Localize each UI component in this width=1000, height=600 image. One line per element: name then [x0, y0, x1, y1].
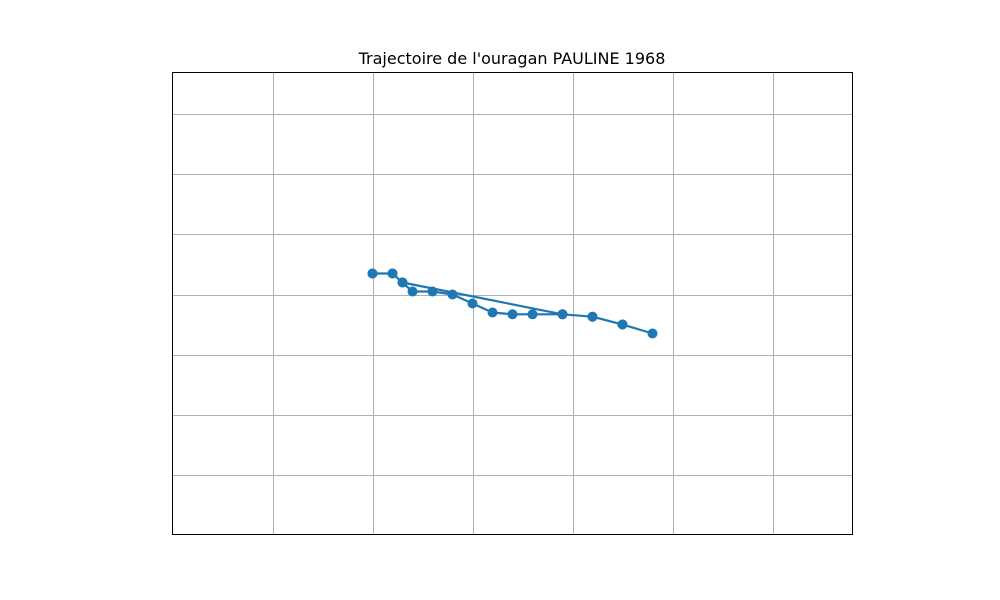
track-point-15: [587, 311, 598, 322]
track-point-6: [467, 298, 478, 309]
series-layer: [367, 268, 658, 339]
track-point-5: [447, 289, 458, 300]
track-point-14: [617, 319, 628, 330]
track-point-7: [487, 307, 498, 318]
track-point-13: [647, 328, 658, 339]
axes-frame: [172, 72, 853, 535]
track-point-3: [407, 286, 418, 297]
track-point-9: [527, 309, 538, 320]
grid-layer: [172, 72, 853, 535]
track-point-16: [557, 309, 568, 320]
track-point-19: [367, 268, 378, 279]
chart-title: Trajectoire de l'ouragan PAULINE 1968: [358, 49, 666, 68]
track-point-18: [387, 268, 398, 279]
track-point-8: [507, 309, 518, 320]
track-point-4: [427, 286, 438, 297]
track-point-17: [397, 277, 408, 288]
